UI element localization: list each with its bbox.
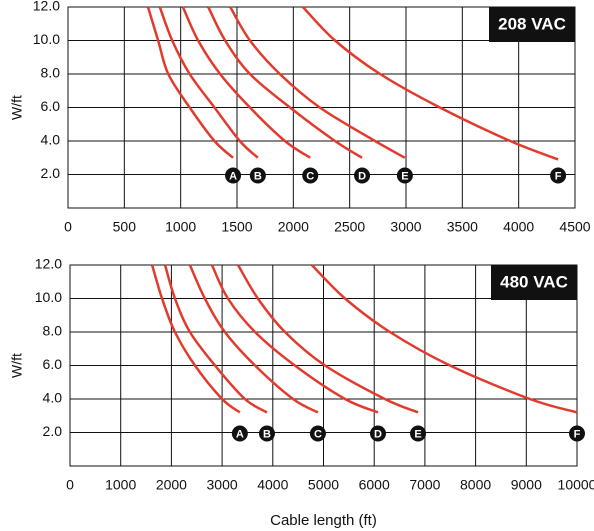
curve — [310, 264, 578, 414]
series-label: F — [574, 428, 581, 440]
x-tick-label: 2000 — [278, 219, 309, 235]
series-marker — [370, 425, 387, 442]
series-marker — [354, 167, 371, 184]
y-tick-label: 12.0 — [35, 256, 62, 272]
series-label: D — [358, 170, 366, 182]
curve — [146, 6, 234, 159]
plot-border — [67, 6, 576, 209]
x-tick-label: 0 — [66, 477, 74, 493]
y-axis-label: W/ft — [9, 95, 25, 120]
curve — [150, 264, 241, 414]
series-label: F — [555, 170, 562, 182]
x-tick-label: 500 — [113, 219, 137, 235]
x-tick-label: 0 — [64, 219, 72, 235]
x-tick-label: 10000 — [558, 477, 594, 493]
chart-title: 208 VAC — [498, 14, 566, 33]
y-tick-label: 10.0 — [33, 31, 60, 47]
y-tick-label: 6.0 — [43, 356, 63, 372]
title-box — [491, 265, 577, 300]
series-label: C — [314, 428, 322, 440]
curve — [188, 264, 319, 414]
curve — [163, 264, 268, 414]
curve — [158, 6, 259, 159]
series-label: B — [254, 170, 262, 182]
series-label: A — [229, 170, 237, 182]
y-tick-label: 2.0 — [41, 165, 61, 181]
x-tick-label: 4500 — [559, 219, 590, 235]
y-tick-label: 8.0 — [41, 65, 61, 81]
series-marker — [569, 425, 585, 442]
x-tick-label: 8000 — [460, 477, 491, 493]
series-label: D — [374, 428, 382, 440]
y-tick-label: 10.0 — [35, 289, 62, 305]
curve — [229, 6, 406, 159]
curve — [207, 6, 363, 159]
series-label: E — [414, 428, 421, 440]
series-marker — [309, 425, 326, 442]
x-axis-label: Cable length (ft) — [270, 512, 377, 529]
series-label: C — [306, 170, 314, 182]
y-tick-label: 12.0 — [33, 0, 60, 14]
x-tick-label: 4000 — [503, 219, 534, 235]
series-marker — [550, 167, 567, 184]
series-marker — [258, 425, 275, 442]
x-tick-label: 2000 — [156, 477, 187, 493]
x-tick-label: 1000 — [165, 219, 196, 235]
y-tick-label: 4.0 — [43, 390, 63, 406]
series-label: A — [236, 428, 244, 440]
y-tick-label: 6.0 — [41, 98, 61, 114]
curve — [302, 6, 559, 161]
series-label: E — [401, 170, 408, 182]
series-marker — [249, 167, 266, 184]
y-axis-label: W/ft — [9, 353, 25, 378]
series-marker — [231, 425, 248, 442]
curve — [236, 264, 419, 414]
x-tick-label: 5000 — [308, 477, 339, 493]
x-tick-label: 1500 — [221, 219, 252, 235]
plot-border — [69, 264, 578, 467]
curve — [181, 6, 311, 159]
x-tick-label: 6000 — [359, 477, 390, 493]
x-tick-label: 1000 — [105, 477, 136, 493]
x-tick-label: 7000 — [409, 477, 440, 493]
series-marker — [225, 167, 242, 184]
chart-title: 480 VAC — [500, 272, 568, 291]
title-box — [489, 7, 575, 42]
y-tick-label: 4.0 — [41, 132, 61, 148]
series-marker — [410, 425, 427, 442]
series-marker — [396, 167, 413, 184]
y-tick-label: 2.0 — [43, 423, 63, 439]
x-tick-label: 9000 — [511, 477, 542, 493]
x-tick-label: 3000 — [207, 477, 238, 493]
series-marker — [302, 167, 319, 184]
x-tick-label: 4000 — [257, 477, 288, 493]
x-tick-label: 3000 — [390, 219, 421, 235]
series-label: B — [263, 428, 271, 440]
y-tick-label: 8.0 — [43, 323, 63, 339]
curve — [210, 264, 379, 414]
x-tick-label: 2500 — [334, 219, 365, 235]
x-tick-label: 3500 — [447, 219, 478, 235]
